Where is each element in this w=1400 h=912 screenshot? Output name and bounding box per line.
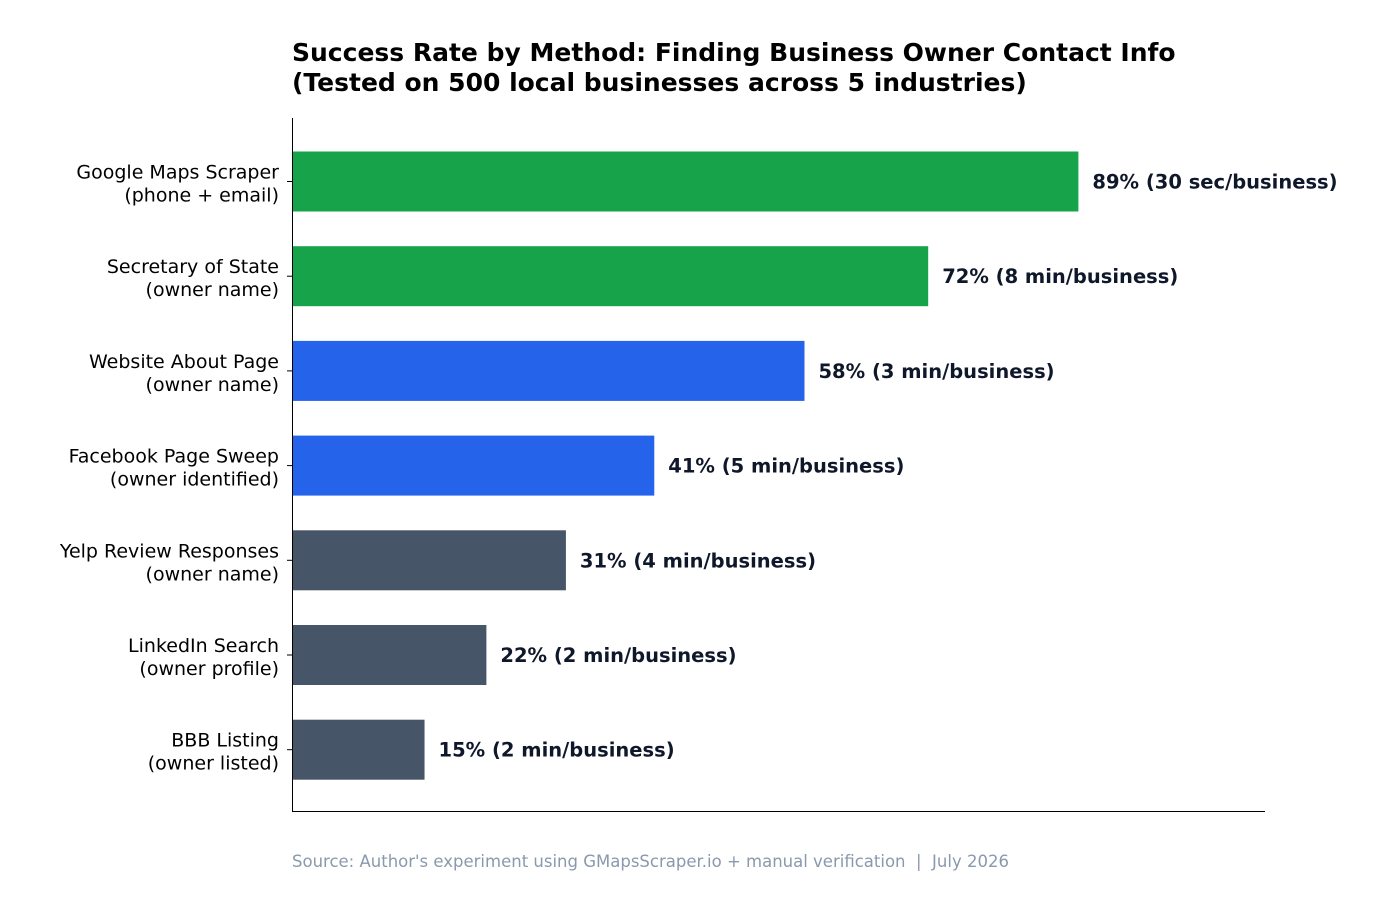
bar xyxy=(292,719,425,780)
bar xyxy=(292,246,929,307)
data-label: 41% (5 min/business) xyxy=(668,455,904,478)
category-label-line: Google Maps Scraper xyxy=(76,162,279,184)
data-label: 31% (4 min/business) xyxy=(580,549,816,572)
bars-group: Google Maps Scraper (phone + email) 89% (3… xyxy=(59,151,1338,780)
category-label: Yelp Review Responses (owner name) xyxy=(59,540,279,585)
bar xyxy=(292,340,805,401)
category-label-line: (phone + email) xyxy=(124,185,279,207)
category-label: Website About Page (owner name) xyxy=(89,351,279,396)
data-label: 89% (30 sec/business) xyxy=(1092,171,1337,194)
category-label-line: (owner listed) xyxy=(148,753,279,775)
category-label: BBB Listing (owner listed) xyxy=(148,730,279,775)
category-label: LinkedIn Search (owner profile) xyxy=(128,635,279,680)
category-label: Google Maps Scraper (phone + email) xyxy=(76,162,279,207)
category-label-line: (owner identified) xyxy=(110,469,279,491)
category-label-line: (owner profile) xyxy=(139,658,279,680)
chart-title-line-2: (Tested on 500 local businesses across 5… xyxy=(292,68,1027,97)
data-label: 58% (3 min/business) xyxy=(818,360,1054,383)
category-label-line: Yelp Review Responses xyxy=(59,540,279,562)
data-label: 15% (2 min/business) xyxy=(439,739,675,762)
category-label-line: BBB Listing xyxy=(171,730,279,752)
category-label-line: Secretary of State xyxy=(107,256,279,278)
bar xyxy=(292,530,566,591)
chart-title-line-1: Success Rate by Method: Finding Business… xyxy=(292,38,1176,67)
source-note: Source: Author's experiment using GMapsS… xyxy=(292,852,1009,871)
category-label-line: Facebook Page Sweep xyxy=(69,446,279,468)
data-label: 22% (2 min/business) xyxy=(500,644,736,667)
category-label-line: LinkedIn Search xyxy=(128,635,279,657)
data-label: 72% (8 min/business) xyxy=(942,265,1178,288)
category-label-line: (owner name) xyxy=(146,374,279,396)
bar xyxy=(292,435,655,496)
bar xyxy=(292,625,487,685)
category-label-line: (owner name) xyxy=(146,563,279,585)
category-label: Secretary of State (owner name) xyxy=(107,256,279,301)
category-label-line: (owner name) xyxy=(146,279,279,301)
category-label: Facebook Page Sweep (owner identified) xyxy=(69,446,279,491)
bar xyxy=(292,151,1079,212)
category-label-line: Website About Page xyxy=(89,351,279,373)
